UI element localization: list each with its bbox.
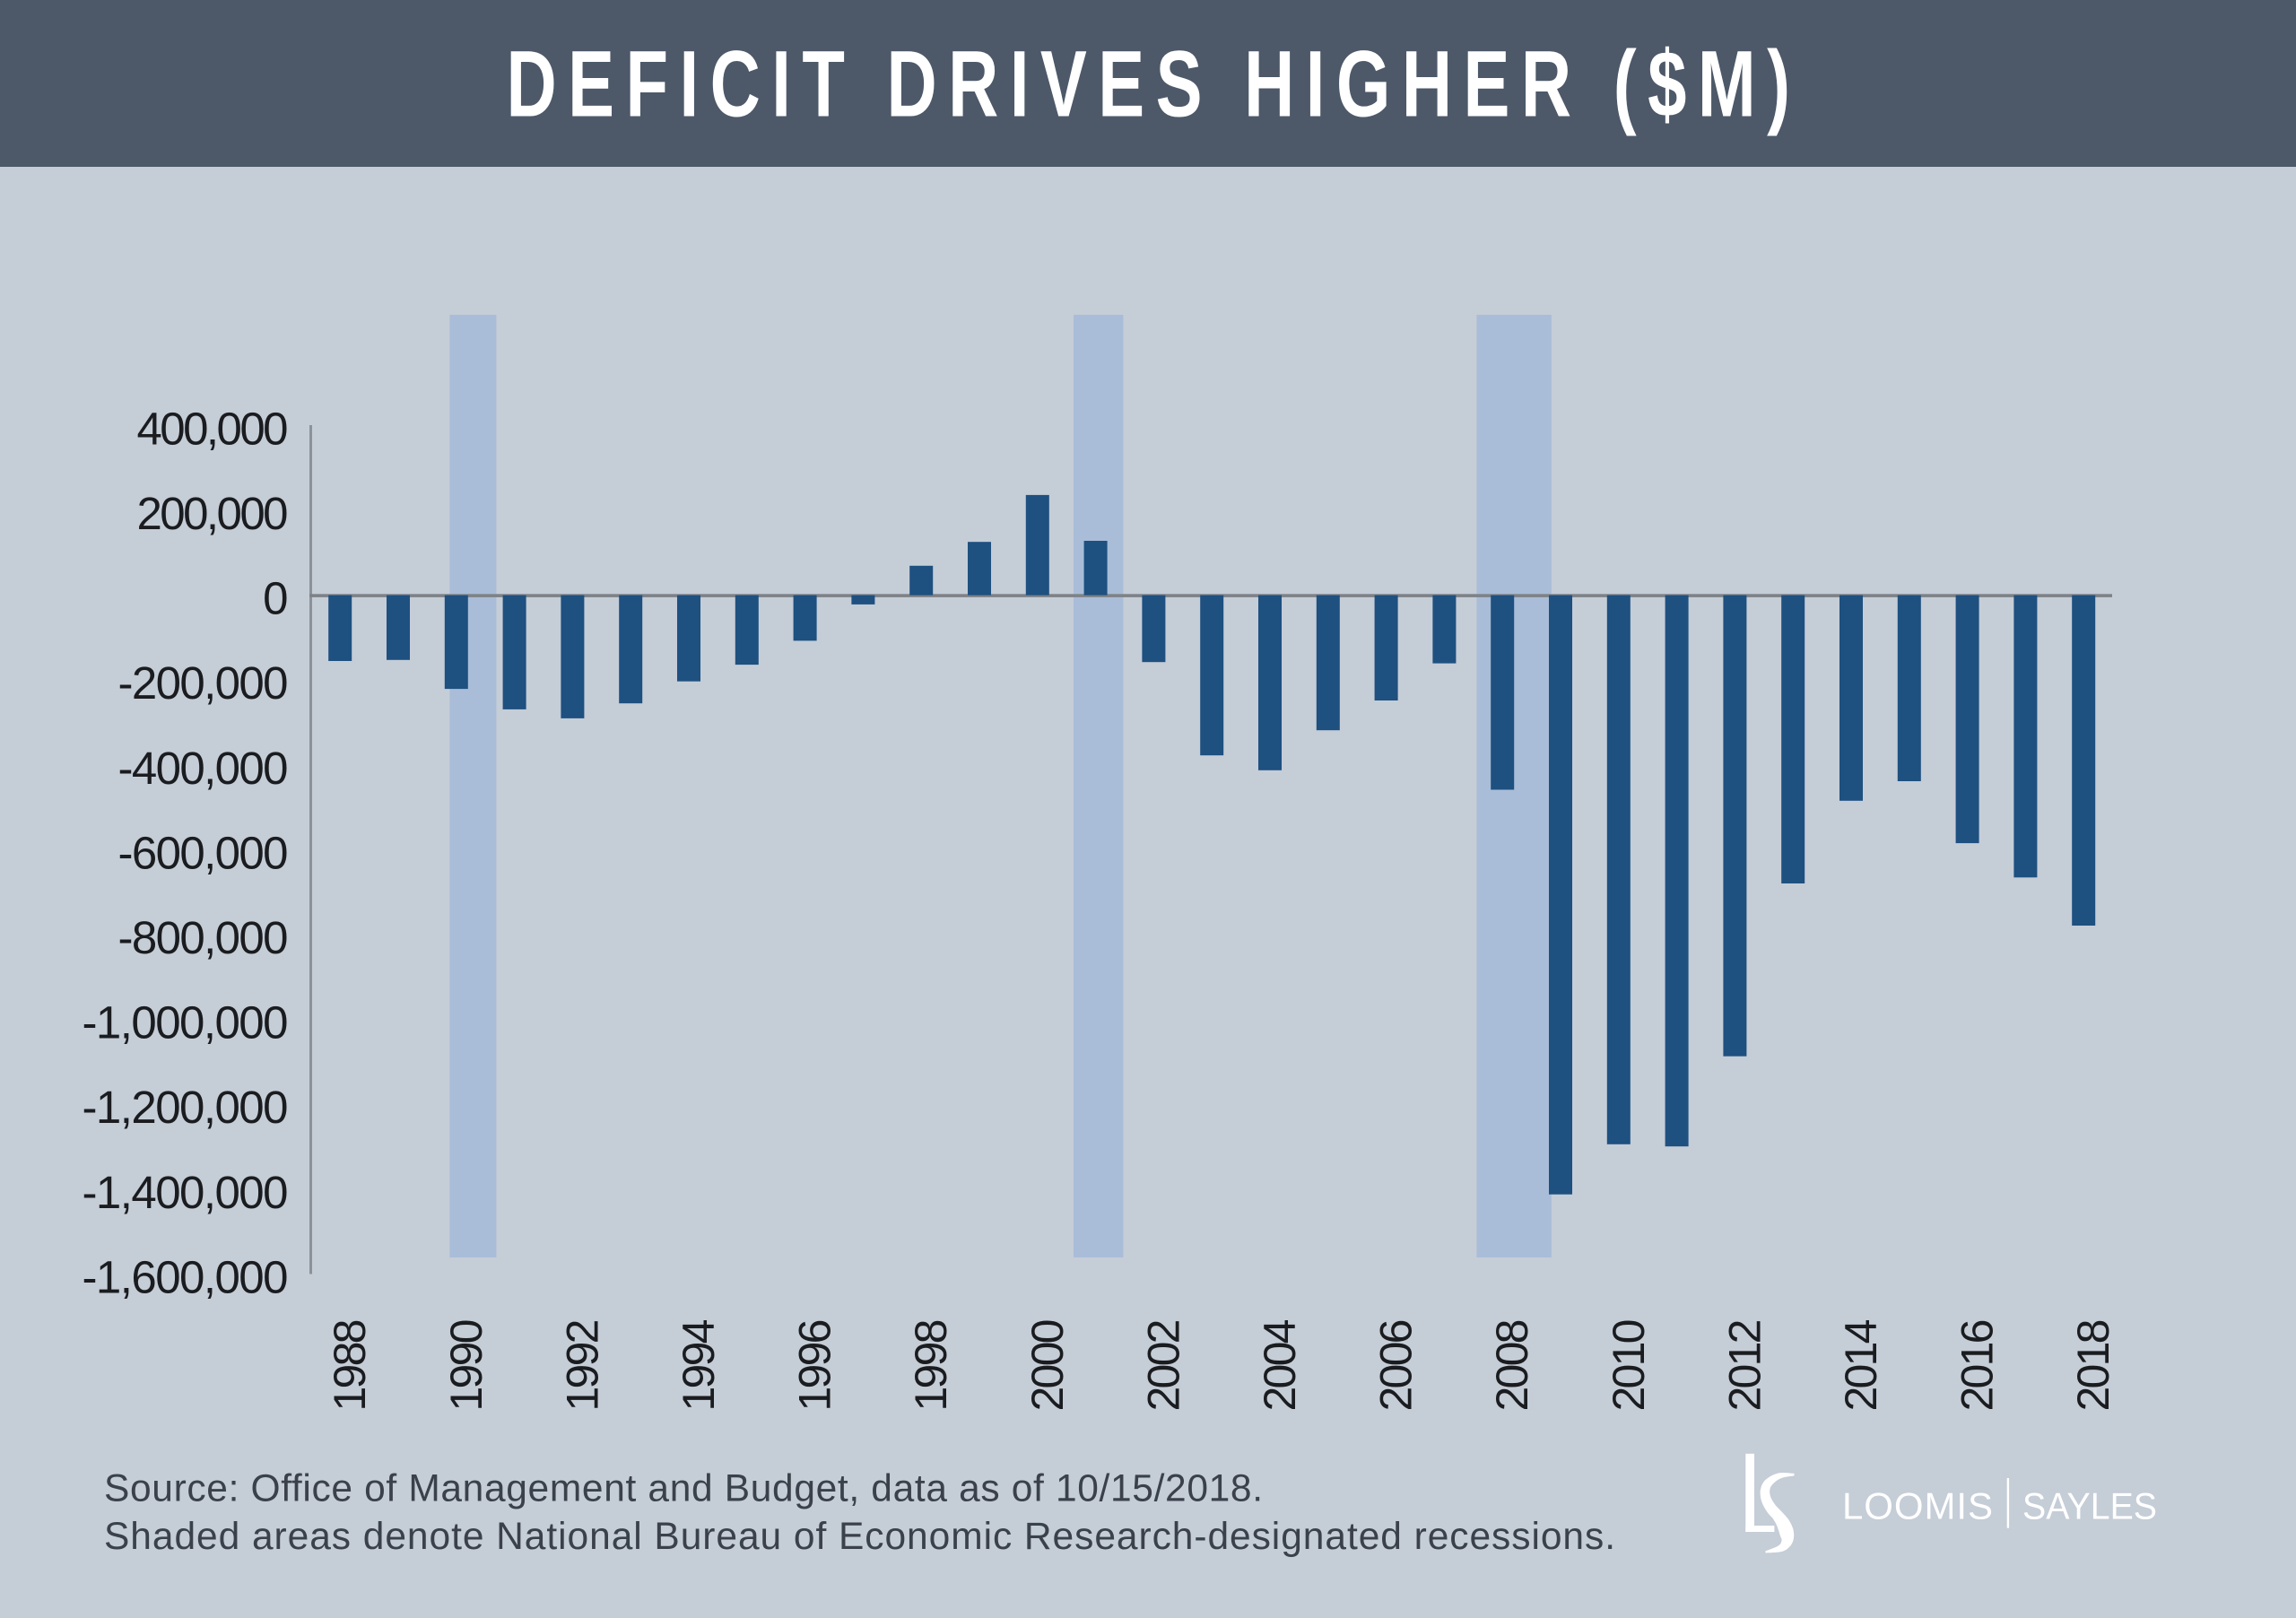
svg-text:1992: 1992 [557,1319,607,1412]
svg-text:2010: 2010 [1604,1319,1654,1412]
svg-text:1988: 1988 [325,1319,375,1412]
svg-text:2012: 2012 [1719,1319,1770,1412]
svg-text:2018: 2018 [2068,1319,2118,1412]
svg-text:200,000: 200,000 [137,488,289,539]
svg-text:SAYLES: SAYLES [2022,1485,2157,1527]
svg-text:-1,200,000: -1,200,000 [83,1082,289,1133]
svg-text:-600,000: -600,000 [118,827,289,878]
svg-text:Source: Office of Management a: Source: Office of Management and Budget,… [104,1468,1263,1510]
svg-text:-1,000,000: -1,000,000 [83,997,289,1048]
svg-text:2008: 2008 [1487,1319,1537,1412]
svg-text:2000: 2000 [1022,1319,1073,1412]
svg-text:1994: 1994 [674,1319,724,1412]
svg-text:2002: 2002 [1138,1319,1188,1412]
svg-text:1990: 1990 [441,1319,491,1412]
svg-text:LOOMIS: LOOMIS [1842,1485,1993,1527]
svg-text:Shaded areas denote National B: Shaded areas denote National Bureau of E… [104,1516,1615,1558]
svg-text:-800,000: -800,000 [118,912,289,963]
svg-text:2004: 2004 [1255,1319,1305,1412]
svg-text:-200,000: -200,000 [118,657,289,709]
svg-text:2016: 2016 [1952,1319,2003,1412]
svg-text:2014: 2014 [1836,1319,1886,1412]
svg-text:-1,400,000: -1,400,000 [83,1167,289,1218]
svg-text:1998: 1998 [906,1319,956,1412]
svg-text:0: 0 [263,573,288,624]
svg-text:DEFICIT DRIVES HIGHER ($M): DEFICIT DRIVES HIGHER ($M) [507,32,1802,137]
svg-text:-1,600,000: -1,600,000 [83,1251,289,1302]
svg-text:2006: 2006 [1371,1319,1422,1412]
svg-text:-400,000: -400,000 [118,743,289,794]
svg-text:1996: 1996 [790,1319,840,1412]
svg-text:400,000: 400,000 [137,403,289,454]
